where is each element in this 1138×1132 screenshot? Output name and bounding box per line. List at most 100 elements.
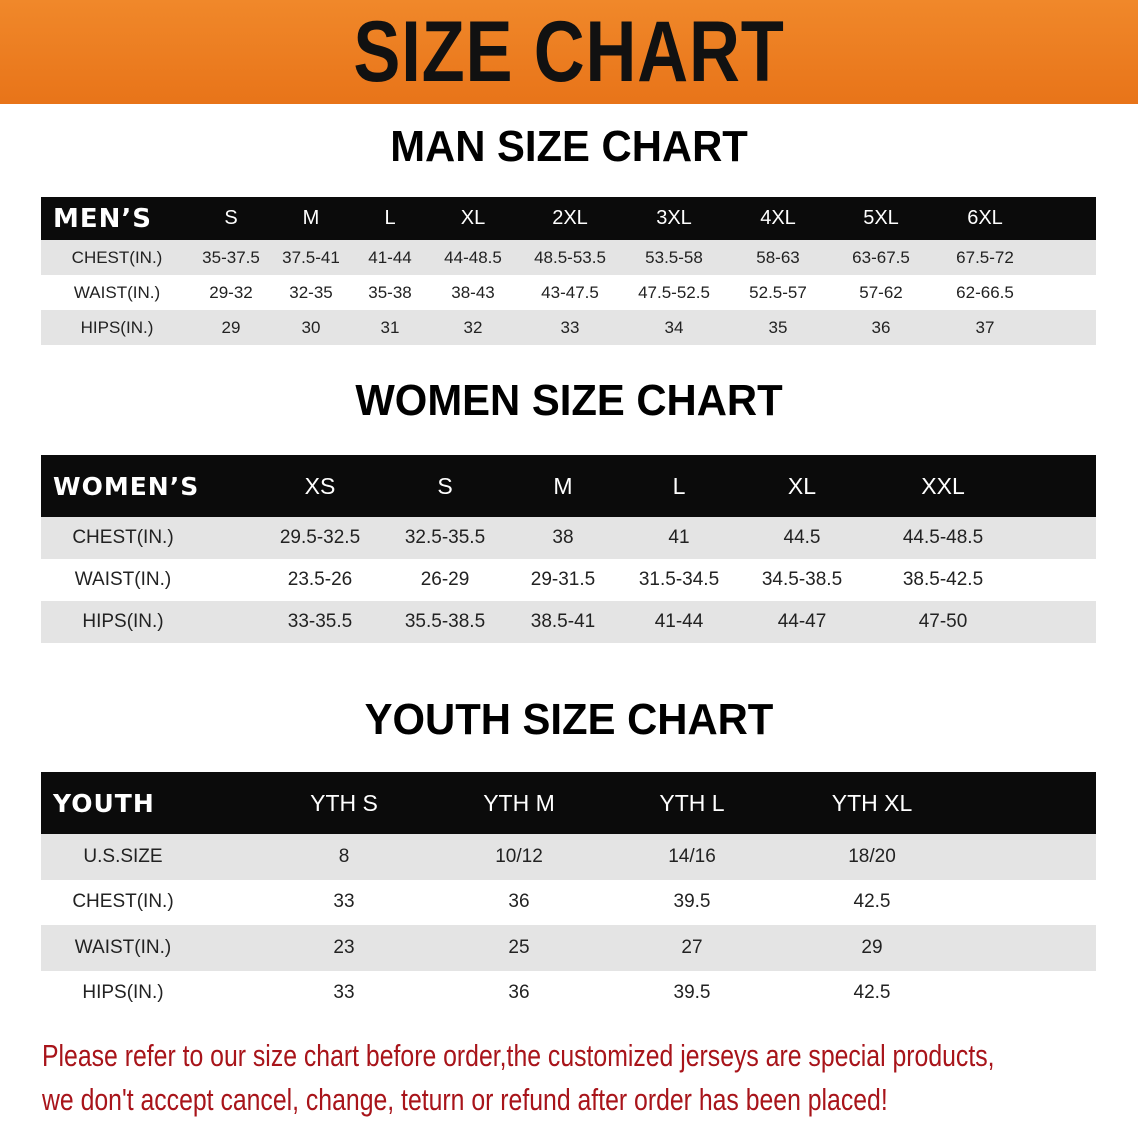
table-row: WAIST(IN.) 29-32 32-35 35-38 38-43 43-47.5 47.… [41, 275, 1096, 310]
measurement-label: HIPS(IN.) [82, 982, 164, 1004]
table-cell: 43-47.5 [541, 282, 599, 302]
table-cell: 41-44 [368, 247, 412, 267]
women-section-title: WOMEN SIZE CHART [355, 376, 783, 425]
table-cell: 44-48.5 [444, 247, 502, 267]
table-cell: 39.5 [673, 891, 711, 913]
table-cell: 35-38 [368, 282, 412, 302]
men-table-label: MEN’S [53, 203, 152, 234]
table-cell: 36 [508, 891, 530, 913]
table-cell: 57-62 [859, 282, 903, 302]
table-row: CHEST(IN.) 35-37.5 37.5-41 41-44 44-48.5 48.5… [41, 240, 1096, 275]
table-cell: 30 [301, 317, 321, 337]
table-cell: 36 [508, 982, 530, 1004]
table-cell: 26-29 [420, 569, 470, 590]
table-cell: 31 [380, 317, 400, 337]
table-row: CHEST(IN.) 29.5-32.5 32.5-35.5 38 41 44.5 44.5… [41, 517, 1096, 559]
measurement-label: CHEST(IN.) [71, 247, 163, 267]
size-column-header: M [302, 207, 320, 229]
table-cell: 38 [552, 527, 574, 548]
table-cell: 36 [871, 317, 891, 337]
table-cell: 18/20 [848, 845, 896, 867]
table-cell: 31.5-34.5 [638, 569, 720, 590]
table-cell: 39.5 [673, 982, 711, 1004]
table-cell: 32 [463, 317, 483, 337]
table-cell: 52.5-57 [749, 282, 807, 302]
table-cell: 25 [508, 936, 530, 958]
table-cell: 29-31.5 [530, 569, 596, 590]
table-cell: 58-63 [756, 247, 800, 267]
youth-table-label: YOUTH [53, 788, 155, 818]
size-column-header: 2XL [552, 207, 588, 229]
table-cell: 38-43 [451, 282, 495, 302]
size-column-header: XXL [921, 472, 965, 499]
table-cell: 47-50 [918, 611, 968, 632]
size-column-header: L [672, 472, 686, 499]
women-table-label: WOMEN’S [53, 471, 200, 501]
table-cell: 38.5-42.5 [902, 569, 984, 590]
size-column-header: XL [787, 472, 817, 499]
measurement-label: WAIST(IN.) [74, 936, 172, 958]
women-header-row: WOMEN’S XS S M L XL XXL [41, 455, 1096, 517]
table-cell: 35-37.5 [202, 247, 260, 267]
table-row: HIPS(IN.) 33 36 39.5 42.5 [41, 970, 1096, 1016]
size-column-header: 4XL [760, 207, 796, 229]
table-row: HIPS(IN.) 29 30 31 32 33 34 35 36 37 [41, 310, 1096, 345]
size-column-header: 5XL [863, 207, 899, 229]
table-cell: 8 [338, 845, 350, 867]
youth-section-title: YOUTH SIZE CHART [364, 695, 774, 744]
table-cell: 29.5-32.5 [279, 527, 361, 548]
table-cell: 48.5-53.5 [534, 247, 606, 267]
size-column-header: YTH S [310, 789, 378, 816]
size-column-header: YTH L [659, 789, 725, 816]
size-column-header: YTH XL [831, 789, 913, 816]
table-cell: 34.5-38.5 [761, 569, 843, 590]
table-cell: 33 [560, 317, 580, 337]
table-cell: 44.5-48.5 [902, 527, 984, 548]
table-cell: 10/12 [495, 845, 543, 867]
table-cell: 37 [975, 317, 995, 337]
table-cell: 35.5-38.5 [404, 611, 486, 632]
youth-header-row: YOUTH YTH S YTH M YTH L YTH XL [41, 772, 1096, 834]
table-cell: 67.5-72 [956, 247, 1014, 267]
men-section-title: MAN SIZE CHART [390, 122, 748, 171]
measurement-label: WAIST(IN.) [74, 569, 172, 590]
measurement-label: HIPS(IN.) [82, 611, 164, 632]
table-cell: 44-47 [777, 611, 827, 632]
table-cell: 42.5 [853, 891, 891, 913]
table-cell: 29 [861, 936, 883, 958]
men-header-row: MEN’S S M L XL 2XL 3XL 4XL 5XL 6XL [41, 197, 1096, 240]
notice-line-1: Please refer to our size chart before or… [42, 1038, 995, 1073]
table-cell: 23 [333, 936, 355, 958]
table-row: CHEST(IN.) 33 36 39.5 42.5 [41, 879, 1096, 925]
table-cell: 53.5-58 [645, 247, 703, 267]
table-cell: 33 [333, 891, 355, 913]
table-cell: 38.5-41 [530, 611, 596, 632]
measurement-label: CHEST(IN.) [72, 527, 174, 548]
table-cell: 42.5 [853, 982, 891, 1004]
table-cell: 35 [768, 317, 788, 337]
size-column-header: M [553, 472, 573, 499]
size-column-header: L [384, 207, 396, 229]
table-cell: 32-35 [289, 282, 333, 302]
table-cell: 33-35.5 [287, 611, 353, 632]
size-column-header: 3XL [656, 207, 692, 229]
table-cell: 27 [681, 936, 703, 958]
measurement-label: U.S.SIZE [83, 845, 163, 867]
size-column-header: 6XL [967, 207, 1003, 229]
size-column-header: YTH M [483, 789, 555, 816]
table-cell: 62-66.5 [956, 282, 1014, 302]
size-column-header: S [224, 207, 238, 229]
table-cell: 41-44 [654, 611, 704, 632]
measurement-label: CHEST(IN.) [72, 891, 174, 913]
table-cell: 44.5 [783, 527, 821, 548]
table-cell: 37.5-41 [282, 247, 340, 267]
table-row: U.S.SIZE 8 10/12 14/16 18/20 [41, 834, 1096, 880]
table-row: HIPS(IN.) 33-35.5 35.5-38.5 38.5-41 41-44 44-… [41, 601, 1096, 643]
table-cell: 34 [664, 317, 684, 337]
table-cell: 29 [221, 317, 241, 337]
table-cell: 41 [668, 527, 690, 548]
table-cell: 23.5-26 [287, 569, 353, 590]
table-cell: 63-67.5 [852, 247, 910, 267]
measurement-label: HIPS(IN.) [80, 317, 154, 337]
size-column-header: XL [460, 207, 486, 229]
